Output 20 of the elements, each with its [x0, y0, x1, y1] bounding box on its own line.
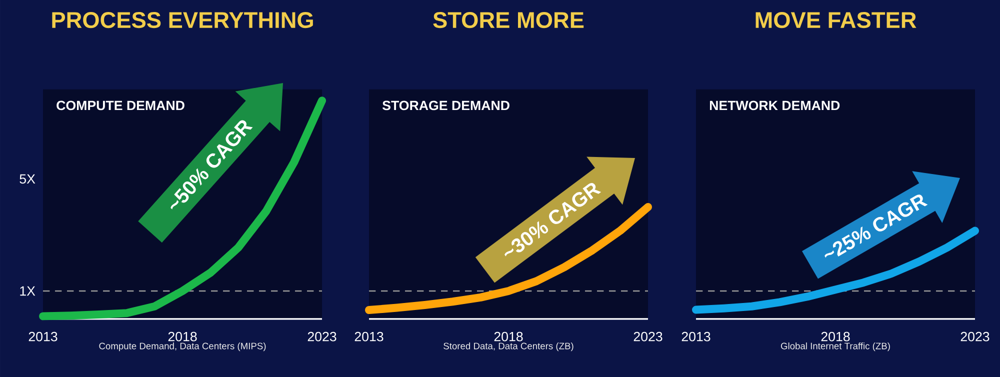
x-axis-title: Compute Demand, Data Centers (MIPS): [99, 342, 266, 352]
text: STORAGE DEMAND: [382, 100, 510, 110]
x-tick-label: 2023: [960, 332, 990, 342]
y-tick-label: 5X: [20, 174, 36, 184]
chart-title: MOVE FASTER: [756, 12, 916, 28]
x-tick-label: 2023: [308, 332, 336, 342]
text: COMPUTE DEMAND: [56, 100, 184, 110]
y-tick-label: 1X: [20, 286, 36, 296]
x-axis-title: Stored Data, Data Centers (ZB): [444, 342, 574, 352]
x-tick-label: 2018: [168, 332, 197, 342]
chart-title: STORE MORE: [433, 12, 584, 28]
x-tick-label: 2013: [354, 332, 384, 342]
chart-title: PROCESS EVERYTHING: [52, 12, 313, 28]
x-tick-label: 2013: [28, 332, 58, 342]
text: NETWORK DEMAND: [710, 100, 840, 110]
x-tick-label: 2023: [634, 332, 662, 342]
x-tick-label: 2018: [821, 332, 850, 342]
x-tick-label: 2018: [494, 332, 523, 342]
x-tick-label: 2013: [682, 332, 710, 342]
x-axis-title: Global Internet Traffic (ZB): [780, 342, 890, 352]
